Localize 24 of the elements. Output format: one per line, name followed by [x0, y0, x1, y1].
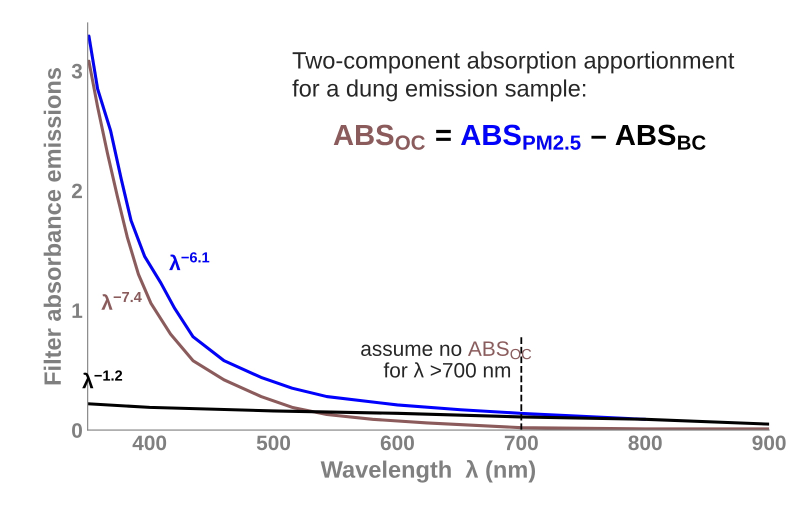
text: ABS$_{OC}$ — [334, 124, 425, 150]
x-tick-label: 500 — [256, 436, 290, 450]
annotation: λ$^{−6.1}$ — [169, 252, 210, 270]
x-tick-label: 600 — [380, 436, 414, 450]
y-axis-title: Filter absorbance emissions — [44, 68, 61, 384]
y-tick-label: 1 — [72, 304, 82, 318]
annotation: assume no — [361, 344, 462, 356]
x-tick-label: 800 — [628, 436, 662, 450]
y-tick-label: 3 — [72, 64, 82, 79]
annotation: λ$^{−1.2}$ — [82, 370, 122, 388]
annotation: λ$^{−7.4}$ — [101, 292, 142, 310]
x-tick-label: 700 — [504, 436, 538, 450]
y-tick-label: 2 — [72, 184, 82, 198]
text: ABS$_{BC}$ — [616, 124, 706, 150]
annotation: for λ >700 nm — [384, 362, 510, 378]
text: ABS$_{PM2.5}$ — [460, 124, 581, 150]
y-tick-label: 0 — [72, 423, 82, 438]
annotation: Two-component absorption apportionment for a dung emission sample: — [292, 51, 734, 102]
x-tick-label: 400 — [132, 436, 166, 450]
annotation: – — [591, 136, 606, 139]
x-tick-label: 900 — [752, 436, 786, 450]
annotation: ABS$_{OC}$ — [468, 341, 532, 360]
annotation: = — [436, 130, 451, 141]
x-axis-title: Wavelength λ (nm) — [320, 460, 536, 483]
